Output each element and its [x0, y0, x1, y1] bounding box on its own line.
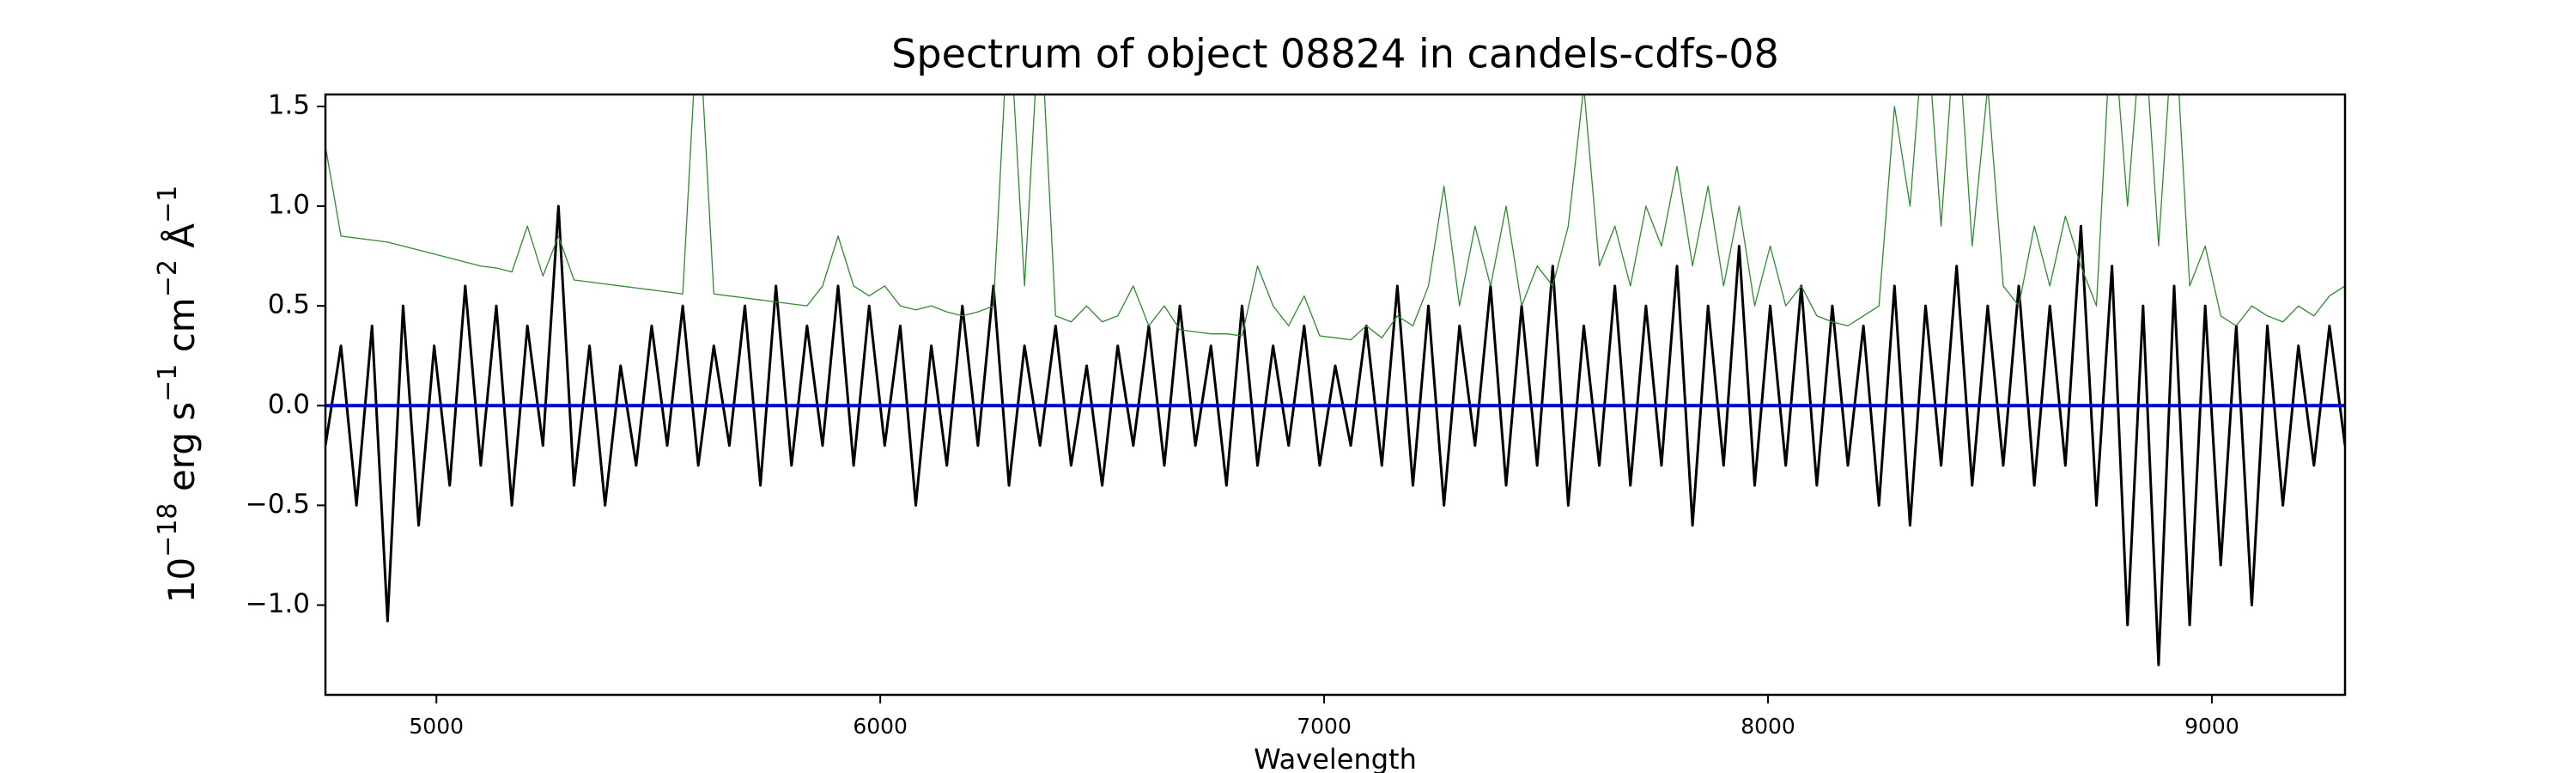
y-tick-label: 1.0	[268, 190, 310, 221]
x-tick-label: 7000	[1297, 714, 1352, 739]
y-axis-label-part: cm	[161, 297, 203, 363]
y-tick-label: −1.0	[246, 588, 310, 619]
y-axis-label-superscript: −18	[153, 503, 183, 557]
plot-area	[325, 94, 2345, 666]
y-axis-label-part: 10	[161, 557, 203, 603]
y-axis-label-superscript: −2	[153, 259, 183, 297]
spectrum-line	[325, 94, 2345, 341]
x-tick-label: 5000	[409, 714, 464, 739]
x-tick-label: 6000	[853, 714, 908, 739]
y-axis-label: 10−18 erg s−1 cm−2 Å−1	[153, 186, 203, 604]
y-axis-label-superscript: −1	[153, 364, 183, 402]
y-tick-label: 0.5	[268, 289, 310, 320]
axes-frame	[324, 93, 2347, 697]
x-axis-label: Wavelength	[1254, 743, 1417, 773]
y-axis-label-part: erg s	[161, 402, 203, 503]
chart-title: Spectrum of object 08824 in candels-cdfs…	[891, 31, 1779, 77]
x-tick-label: 8000	[1741, 714, 1795, 739]
y-tick-label: −0.5	[246, 489, 310, 520]
y-tick-label: 1.5	[268, 89, 310, 120]
y-tick-label: 0.0	[268, 389, 310, 420]
y-axis-label-part: Å	[160, 223, 203, 259]
y-axis-label-superscript: −1	[153, 186, 183, 223]
x-tick-label: 9000	[2184, 714, 2239, 739]
